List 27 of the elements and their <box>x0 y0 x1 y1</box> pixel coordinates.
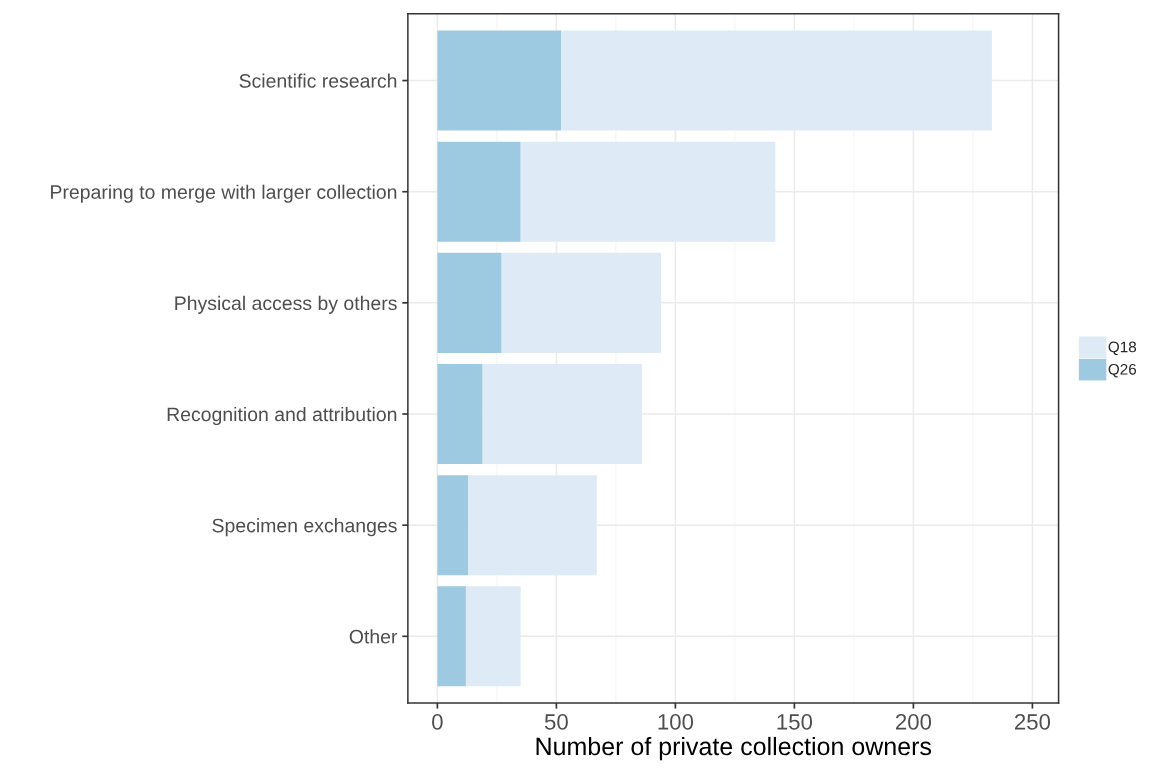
bar <box>437 586 466 687</box>
bar <box>437 252 502 353</box>
x-tick-label: 150 <box>777 714 813 730</box>
bar <box>561 30 992 131</box>
x-axis-title: Number of private collection owners <box>536 736 932 761</box>
bar <box>465 586 521 687</box>
bar <box>482 363 643 465</box>
bar <box>520 141 776 242</box>
y-tick-label: Physical access by others <box>175 295 397 314</box>
legend-label: Q18 <box>1108 341 1137 356</box>
bar <box>437 30 562 131</box>
x-tick-label: 50 <box>544 714 568 730</box>
bar <box>437 141 521 242</box>
x-tick-label: 0 <box>432 714 443 730</box>
bar <box>437 363 483 465</box>
x-tick-label: 250 <box>1014 714 1051 730</box>
y-tick-label: Preparing to merge with larger collection <box>51 184 397 203</box>
y-tick-label: Scientific research <box>239 73 397 88</box>
bar <box>437 475 469 576</box>
legend-label: Q26 <box>1108 363 1137 378</box>
bar <box>468 475 597 576</box>
x-tick-label: 100 <box>658 714 694 730</box>
bar <box>501 252 662 353</box>
y-tick-label: Other <box>349 629 398 644</box>
x-tick-label: 200 <box>895 714 932 730</box>
y-tick-label: Recognition and attribution <box>167 406 397 426</box>
y-tick-label: Specimen exchanges <box>212 518 397 537</box>
